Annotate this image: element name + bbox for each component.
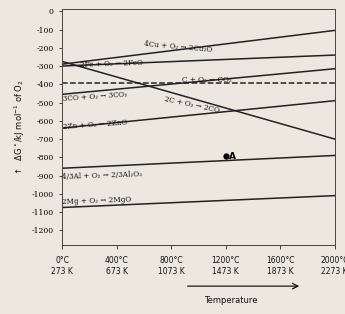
Text: Temperature: Temperature bbox=[204, 295, 258, 305]
Text: 2C + O₂ → 2CO: 2C + O₂ → 2CO bbox=[164, 95, 220, 115]
Text: 2Zn + O₂ → 2ZnO: 2Zn + O₂ → 2ZnO bbox=[62, 119, 127, 131]
Text: 4Cu + O₂ → 2Cu₂O: 4Cu + O₂ → 2Cu₂O bbox=[144, 40, 212, 54]
Text: 1873 K: 1873 K bbox=[267, 267, 294, 276]
Text: 1200°C: 1200°C bbox=[211, 256, 240, 264]
Text: 2Fe + O₂ → 2FeO: 2Fe + O₂ → 2FeO bbox=[79, 59, 142, 69]
Text: 3CO + O₂ → 3CO₂: 3CO + O₂ → 3CO₂ bbox=[62, 90, 127, 103]
Text: 2000°C: 2000°C bbox=[321, 256, 345, 264]
Text: 2273 K: 2273 K bbox=[321, 267, 345, 276]
Text: 673 K: 673 K bbox=[106, 267, 128, 276]
Text: C + O₂ → CO₂: C + O₂ → CO₂ bbox=[181, 76, 231, 84]
Text: A: A bbox=[229, 152, 236, 161]
Text: 273 K: 273 K bbox=[51, 267, 73, 276]
Y-axis label: $\uparrow$  $\Delta$G$^\circ$/kJ mol$^{-1}$ of O$_2$: $\uparrow$ $\Delta$G$^\circ$/kJ mol$^{-1… bbox=[13, 79, 28, 176]
Text: 4/3Al + O₂ → 2/3Al₂O₃: 4/3Al + O₂ → 2/3Al₂O₃ bbox=[62, 170, 142, 181]
Text: 2Mg + O₂ → 2MgO: 2Mg + O₂ → 2MgO bbox=[62, 196, 132, 206]
Text: 0°C: 0°C bbox=[55, 256, 69, 264]
Text: 1073 K: 1073 K bbox=[158, 267, 185, 276]
Text: 400°C: 400°C bbox=[105, 256, 128, 264]
Text: 1473 K: 1473 K bbox=[212, 267, 239, 276]
Text: 1600°C: 1600°C bbox=[266, 256, 294, 264]
Text: 800°C: 800°C bbox=[159, 256, 183, 264]
